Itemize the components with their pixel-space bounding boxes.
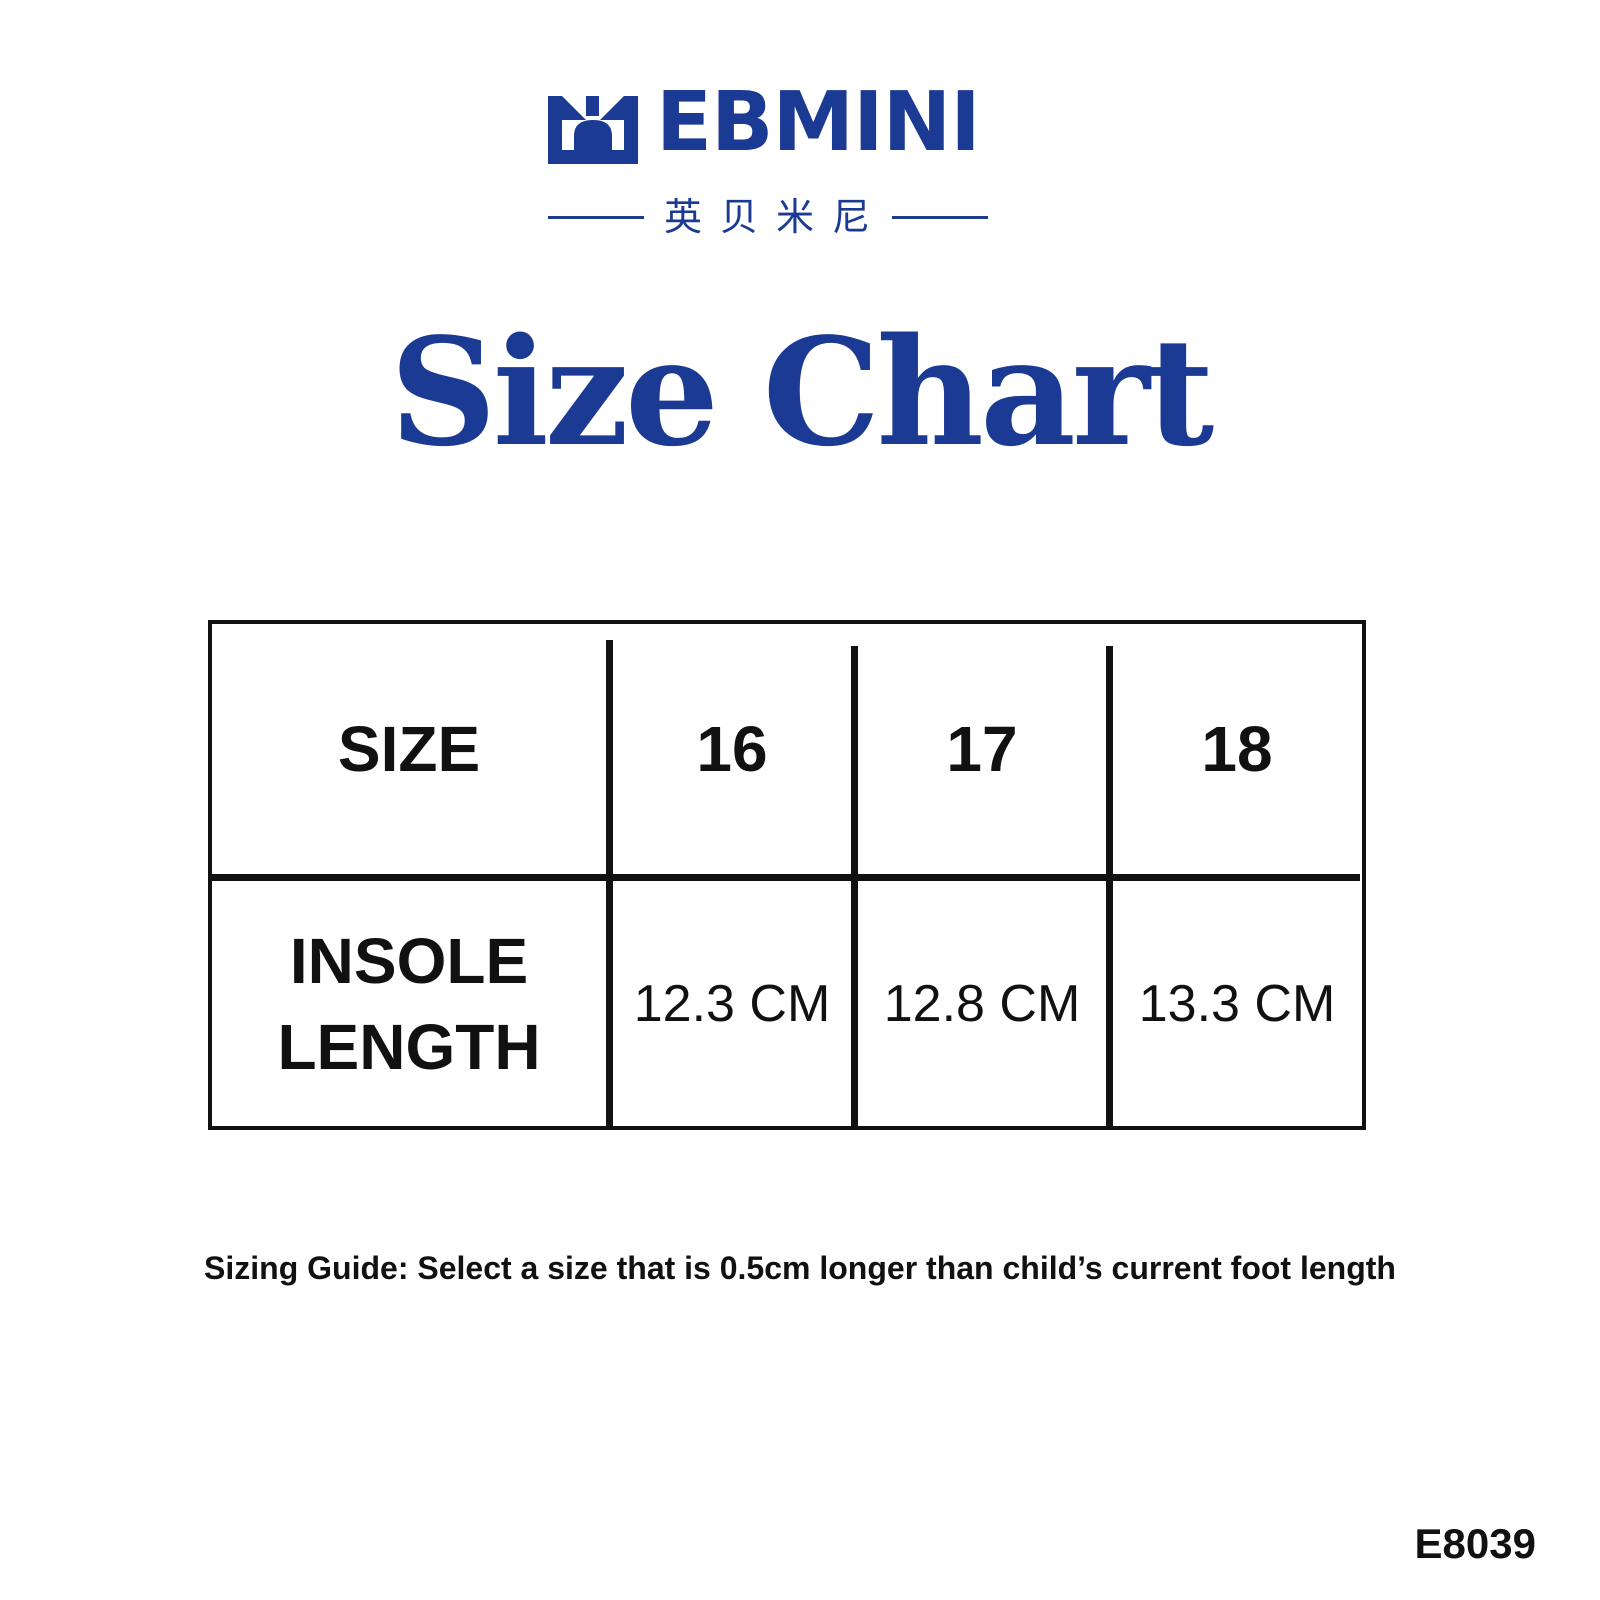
insole-length-cell: 13.3 CM [1138, 974, 1336, 1033]
label-line: INSOLE [289, 924, 529, 997]
size-cell: 18 [1201, 713, 1273, 785]
sizing-guide: Sizing Guide: Select a size that is 0.5c… [204, 1250, 1396, 1286]
insole-length-cell: 12.3 CM [633, 974, 831, 1033]
header-size-label: SIZE [337, 713, 481, 785]
size-cell: 17 [946, 713, 1018, 785]
label-line: LENGTH [277, 1010, 541, 1083]
brand-chinese-row: 英贝米尼 [548, 194, 989, 240]
column-divider [606, 640, 613, 1130]
insole-length-cell: 12.8 CM [883, 974, 1081, 1033]
page-title: Size Chart [389, 305, 1214, 479]
insole-length-label: INSOLE LENGTH [212, 881, 606, 1126]
row-divider [212, 874, 1360, 881]
size-cell: 16 [696, 713, 768, 785]
product-code: E8039 [1414, 1520, 1536, 1567]
brand-name: EBMINI [656, 75, 981, 170]
logo-mark-icon [548, 96, 638, 164]
divider [548, 215, 644, 219]
brand-chinese-name: 英贝米尼 [664, 195, 889, 239]
column-divider [1106, 646, 1113, 1130]
divider [892, 215, 989, 219]
column-divider [851, 646, 858, 1130]
brand-logo: EBMINI 英贝米尼 [548, 82, 989, 241]
size-table: SIZE 16 17 18 INSOLE LENGTH 12.3 CM 12.8… [208, 620, 1366, 1130]
